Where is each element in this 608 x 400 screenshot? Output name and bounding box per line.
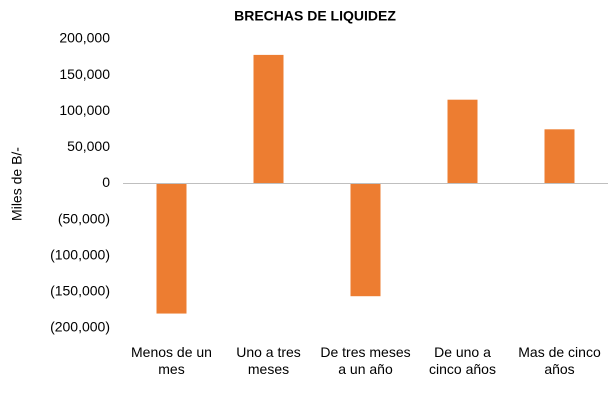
y-tick-label: 0 — [102, 174, 110, 190]
bar — [156, 183, 187, 314]
bar — [544, 129, 575, 184]
bar — [350, 183, 381, 297]
y-tick-label: (150,000) — [50, 283, 110, 299]
chart-title: BRECHAS DE LIQUIDEZ — [234, 8, 396, 24]
y-tick-label: (50,000) — [58, 210, 110, 226]
y-tick-label: (200,000) — [50, 319, 110, 335]
y-axis-label: Miles de B/- — [9, 147, 25, 221]
x-tick-label: Mas de cinco años — [518, 344, 601, 377]
y-tick-label: (100,000) — [50, 246, 110, 262]
x-tick-label: Uno a tres meses — [236, 344, 301, 377]
x-tick-label: Menos de un mes — [131, 344, 212, 377]
bar — [447, 99, 478, 184]
x-tick-label: De tres meses a un año — [320, 344, 411, 377]
y-tick-label: 200,000 — [59, 30, 110, 46]
bar — [253, 54, 284, 184]
y-tick-label: 100,000 — [59, 102, 110, 118]
y-tick-label: 50,000 — [67, 138, 110, 154]
y-tick-label: 150,000 — [59, 66, 110, 82]
x-tick-label: De uno a cinco años — [429, 344, 496, 377]
